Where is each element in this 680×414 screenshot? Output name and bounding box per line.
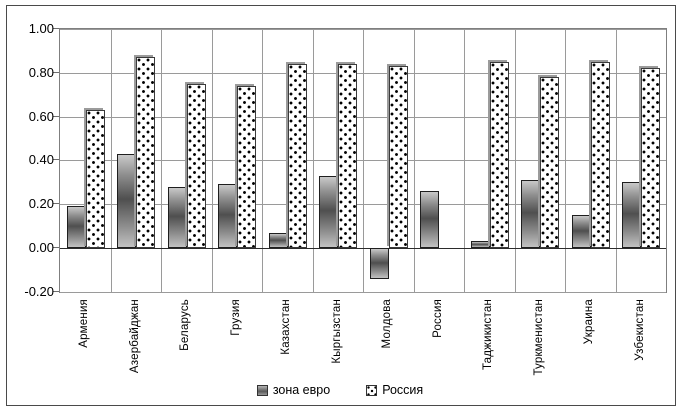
gridline-horizontal [60,292,666,293]
bar-euro-zone [269,233,288,248]
x-axis-category-label: Армения [78,299,91,348]
legend-item-euro-zone: зона евро [256,383,331,397]
legend-item-russia: Россия [366,383,423,397]
bar-russia [540,77,559,248]
y-axis-tick [53,159,59,160]
x-axis-label-cell: Узбекистан [615,299,666,387]
y-axis-tick-label: -0.20 [24,284,54,299]
legend-swatch-euro-zone-icon [256,384,268,396]
y-axis-tick-label: 0.20 [28,196,54,211]
x-axis-category-label: Молдова [381,299,394,349]
bar-euro-zone [218,184,237,248]
x-axis-label-cell: Грузия [211,299,262,387]
x-axis-category-label: Таджикистан [482,299,495,371]
x-axis-label-cell: Россия [413,299,464,387]
x-axis-category-label: Узбекистан [633,299,646,361]
bar-russia [187,84,206,248]
x-axis-label-cell: Казахстан [261,299,312,387]
x-axis-category-label: Казахстан [280,299,293,355]
y-axis-tick [53,291,59,292]
x-axis-category-label: Туркменистан [532,299,545,376]
legend-swatch-russia-icon [366,384,378,396]
bar-euro-zone [420,191,439,248]
y-axis-tick-label: 0.80 [28,65,54,80]
bar-russia [136,57,155,248]
gridline-vertical [565,29,566,292]
x-axis-category-label: Беларусь [179,299,192,351]
plot-area [59,28,667,293]
x-axis-label-cell: Туркменистан [514,299,565,387]
gridline-vertical [363,29,364,292]
bar-russia [591,62,610,248]
legend-label-euro-zone: зона евро [272,383,331,397]
bar-euro-zone [117,154,136,248]
gridline-vertical [161,29,162,292]
bar-russia [86,110,105,248]
gridline-vertical [262,29,263,292]
x-axis-label-cell: Таджикистан [463,299,514,387]
y-axis-tick-label: 0.60 [28,109,54,124]
bar-russia [641,68,660,248]
gridline-vertical [414,29,415,292]
y-axis-tick [53,116,59,117]
gridline-vertical [616,29,617,292]
y-axis-tick [53,203,59,204]
bar-euro-zone [622,182,641,248]
x-axis-category-label: Кыргызстан [330,299,343,364]
y-axis-tick-label: 0.40 [28,152,54,167]
bar-russia [389,66,408,248]
x-axis-label-cell: Кыргызстан [312,299,363,387]
y-axis-tick [53,247,59,248]
bar-euro-zone [471,241,490,248]
bar-russia [288,64,307,248]
gridline-vertical [111,29,112,292]
x-axis-label-cell: Армения [59,299,110,387]
bar-euro-zone [319,176,338,248]
gridline-vertical [515,29,516,292]
bar-euro-zone [572,215,591,248]
x-axis-labels: Армения Азербайджан Беларусь Грузия Казахста… [59,299,665,387]
x-axis-label-cell: Беларусь [160,299,211,387]
x-axis-category-label: Россия [431,299,444,338]
bar-russia [490,62,509,248]
x-axis-category-label: Украина [583,299,596,345]
legend-label-russia: Россия [382,383,424,397]
x-axis-label-cell: Азербайджан [110,299,161,387]
bar-euro-zone [67,206,86,248]
bar-euro-zone [370,248,389,279]
y-axis-tick-label: 0.00 [28,240,54,255]
bar-euro-zone [168,187,187,248]
gridline-vertical [212,29,213,292]
x-axis-label-cell: Молдова [362,299,413,387]
gridline-vertical [464,29,465,292]
y-axis-tick-label: 1.00 [28,21,54,36]
y-axis-tick [53,72,59,73]
zero-axis-line [60,248,666,249]
x-axis-category-label: Азербайджан [128,299,141,374]
bar-russia [338,64,357,248]
gridline-vertical [313,29,314,292]
x-axis-label-cell: Украина [564,299,615,387]
bar-euro-zone [521,180,540,248]
legend: зона евро Россия [0,383,680,397]
y-axis-tick [53,28,59,29]
x-axis-category-label: Грузия [229,299,242,336]
bar-russia [237,86,256,248]
